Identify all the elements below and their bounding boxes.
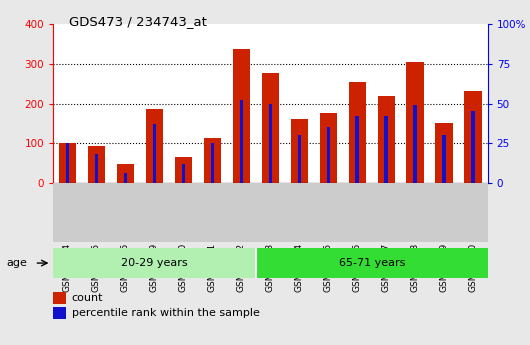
Bar xyxy=(269,104,272,183)
Bar xyxy=(377,96,395,183)
Bar xyxy=(256,248,488,278)
Text: percentile rank within the sample: percentile rank within the sample xyxy=(72,308,259,318)
Bar xyxy=(413,105,417,183)
Bar xyxy=(146,109,163,183)
Bar xyxy=(290,119,308,183)
Bar xyxy=(443,135,446,183)
Bar xyxy=(262,72,279,183)
Bar xyxy=(175,157,192,183)
Bar xyxy=(117,164,134,183)
Bar xyxy=(210,143,214,183)
Bar xyxy=(356,116,359,183)
Text: GDS473 / 234743_at: GDS473 / 234743_at xyxy=(69,16,207,29)
Bar xyxy=(204,138,221,183)
Text: count: count xyxy=(72,293,103,303)
Bar xyxy=(95,154,98,183)
Bar xyxy=(59,143,76,183)
Bar xyxy=(464,91,482,183)
Bar xyxy=(349,82,366,183)
Text: age: age xyxy=(6,258,27,268)
Bar xyxy=(153,124,156,183)
Text: 65-71 years: 65-71 years xyxy=(339,258,405,268)
Bar xyxy=(240,100,243,183)
Bar xyxy=(320,114,337,183)
Bar xyxy=(123,173,127,183)
Bar xyxy=(182,164,185,183)
Bar xyxy=(471,111,475,183)
Bar xyxy=(297,135,301,183)
Bar xyxy=(53,248,256,278)
Bar xyxy=(436,122,453,183)
Bar xyxy=(88,146,105,183)
Bar xyxy=(66,143,69,183)
Bar xyxy=(326,127,330,183)
Text: 20-29 years: 20-29 years xyxy=(121,258,188,268)
Bar xyxy=(233,49,250,183)
Bar xyxy=(384,116,388,183)
Bar xyxy=(407,62,424,183)
